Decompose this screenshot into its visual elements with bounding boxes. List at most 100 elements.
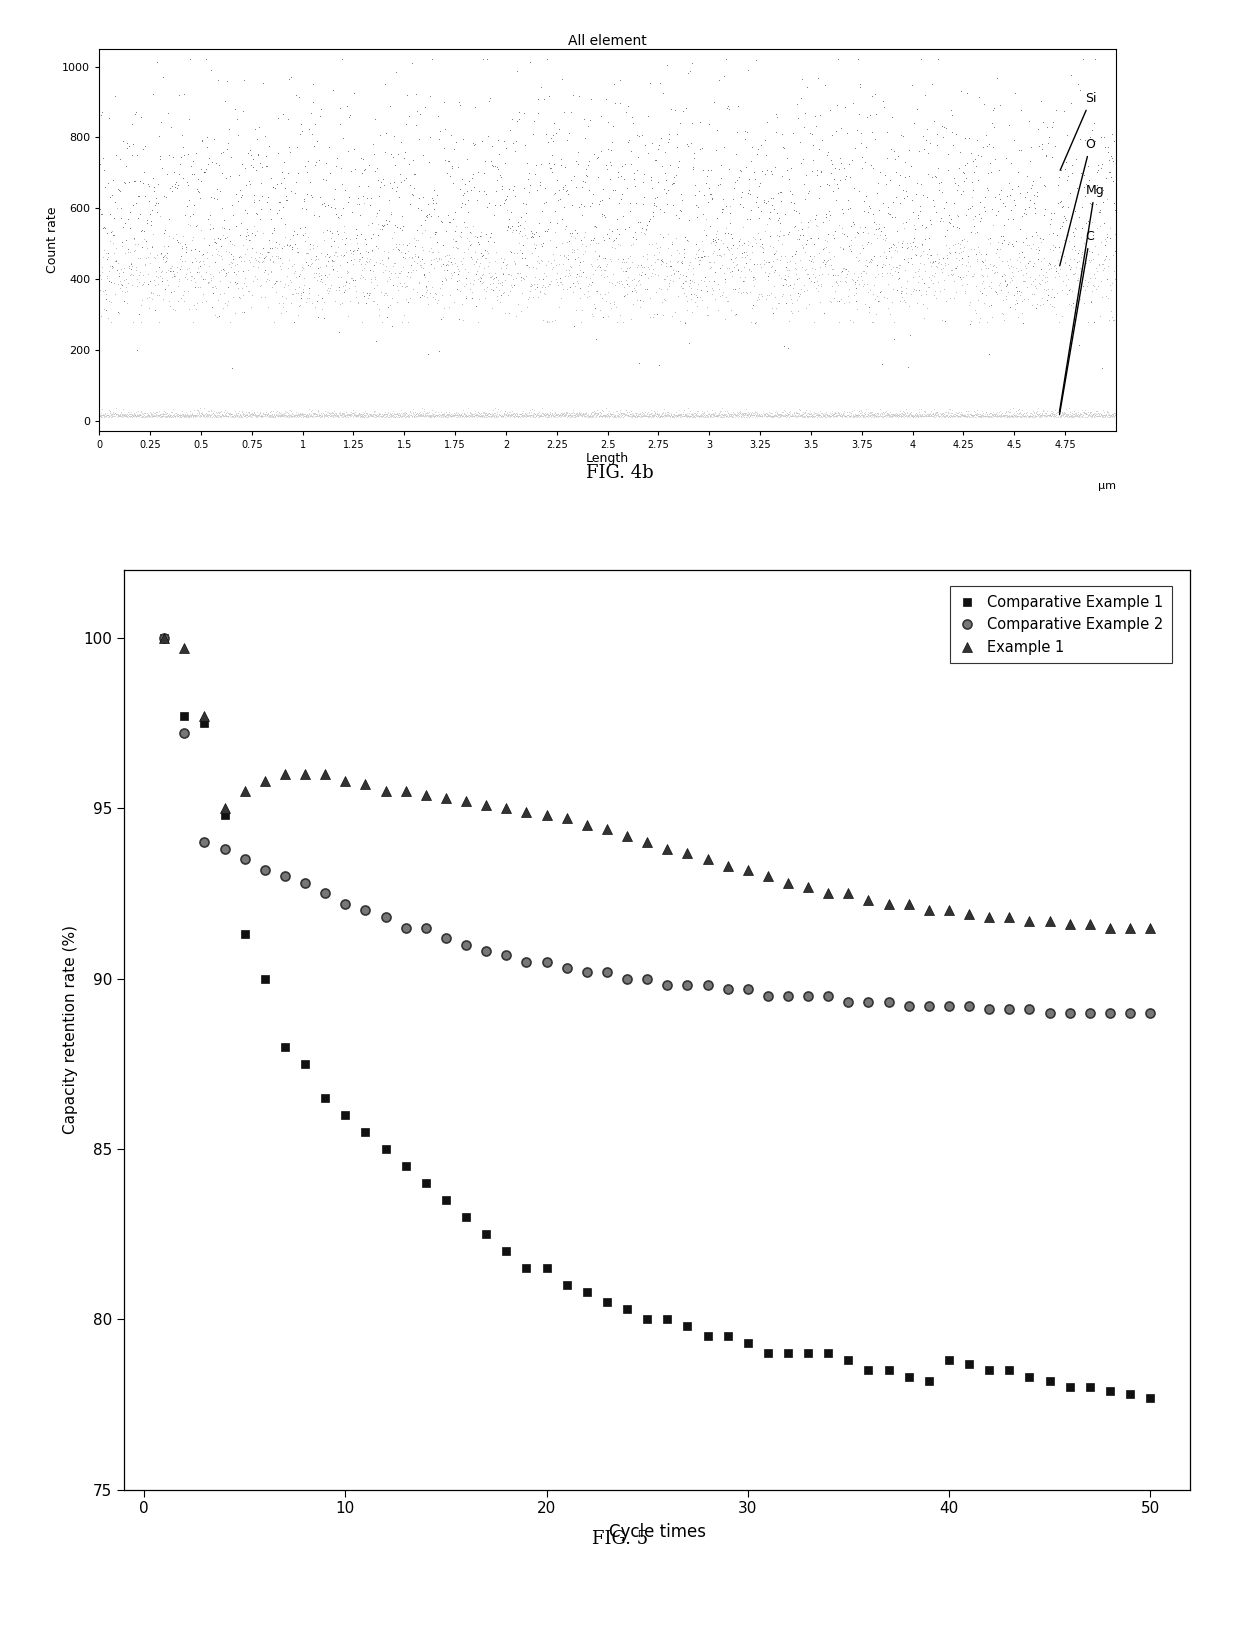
Point	[119, 404, 139, 430]
Point	[553, 402, 573, 428]
Point	[281, 402, 301, 428]
Point	[956, 125, 976, 151]
Point	[208, 402, 228, 428]
Point	[523, 231, 543, 257]
Point	[1096, 228, 1116, 254]
Point	[802, 254, 822, 280]
Point	[738, 119, 758, 145]
Point	[215, 215, 234, 241]
Point	[1075, 290, 1095, 316]
Point	[621, 306, 641, 332]
Point	[777, 272, 797, 298]
Point	[1097, 400, 1117, 427]
Comparative Example 2	[520, 952, 534, 972]
Point	[866, 264, 885, 290]
Point	[285, 402, 305, 428]
Point	[223, 404, 243, 430]
Point	[208, 404, 228, 430]
Point	[941, 260, 961, 287]
Point	[656, 168, 676, 194]
Point	[560, 262, 580, 288]
Point	[915, 399, 935, 425]
Point	[653, 399, 673, 425]
Point	[455, 213, 475, 239]
Point	[1001, 402, 1021, 428]
Point	[218, 402, 238, 428]
Point	[935, 308, 955, 334]
Point	[910, 400, 930, 427]
Point	[672, 404, 692, 430]
Point	[248, 404, 268, 430]
Point	[404, 161, 424, 187]
Point	[868, 181, 888, 207]
Point	[1064, 400, 1084, 427]
Point	[972, 400, 992, 427]
Comparative Example 1	[740, 1333, 755, 1353]
Example 1	[962, 904, 977, 923]
Point	[892, 122, 911, 148]
Point	[1058, 280, 1078, 306]
Point	[143, 164, 162, 190]
Point	[997, 404, 1017, 430]
Point	[823, 402, 843, 428]
Point	[950, 239, 970, 265]
Point	[589, 252, 609, 278]
Point	[724, 400, 744, 427]
Point	[863, 119, 883, 145]
Point	[186, 402, 206, 428]
Point	[125, 236, 145, 262]
Point	[435, 252, 455, 278]
Point	[897, 396, 916, 422]
Point	[781, 404, 801, 430]
Point	[1017, 256, 1037, 282]
Point	[751, 199, 771, 225]
Point	[795, 404, 815, 430]
Point	[417, 283, 436, 309]
Point	[177, 267, 197, 293]
Point	[1019, 404, 1039, 430]
Point	[443, 402, 463, 428]
Point	[515, 221, 534, 247]
Point	[118, 400, 138, 427]
Point	[611, 402, 631, 428]
Point	[259, 402, 279, 428]
Point	[1060, 277, 1080, 303]
Point	[440, 122, 460, 148]
Point	[453, 404, 472, 430]
Point	[1061, 404, 1081, 430]
Point	[1047, 259, 1066, 285]
Point	[890, 397, 910, 423]
Point	[630, 404, 650, 430]
Point	[507, 107, 527, 133]
Point	[1052, 402, 1071, 428]
Point	[1035, 174, 1055, 200]
Point	[603, 260, 622, 287]
Point	[531, 247, 551, 274]
Point	[660, 404, 680, 430]
Point	[408, 195, 428, 221]
Point	[1007, 399, 1027, 425]
Point	[858, 230, 878, 256]
Point	[239, 247, 259, 274]
Point	[1069, 332, 1089, 358]
Point	[761, 158, 781, 184]
Point	[537, 264, 557, 290]
Point	[960, 400, 980, 427]
Point	[857, 404, 877, 430]
Point	[1007, 404, 1027, 430]
Point	[598, 402, 618, 428]
Point	[394, 166, 414, 192]
Point	[937, 140, 957, 166]
Point	[792, 400, 812, 427]
Point	[449, 400, 469, 427]
Point	[334, 400, 353, 427]
Point	[479, 190, 498, 217]
Point	[146, 404, 166, 430]
Point	[270, 402, 290, 428]
Point	[169, 404, 188, 430]
Point	[744, 402, 764, 428]
Point	[985, 259, 1004, 285]
Point	[606, 397, 626, 423]
Point	[942, 132, 962, 158]
Point	[207, 404, 227, 430]
